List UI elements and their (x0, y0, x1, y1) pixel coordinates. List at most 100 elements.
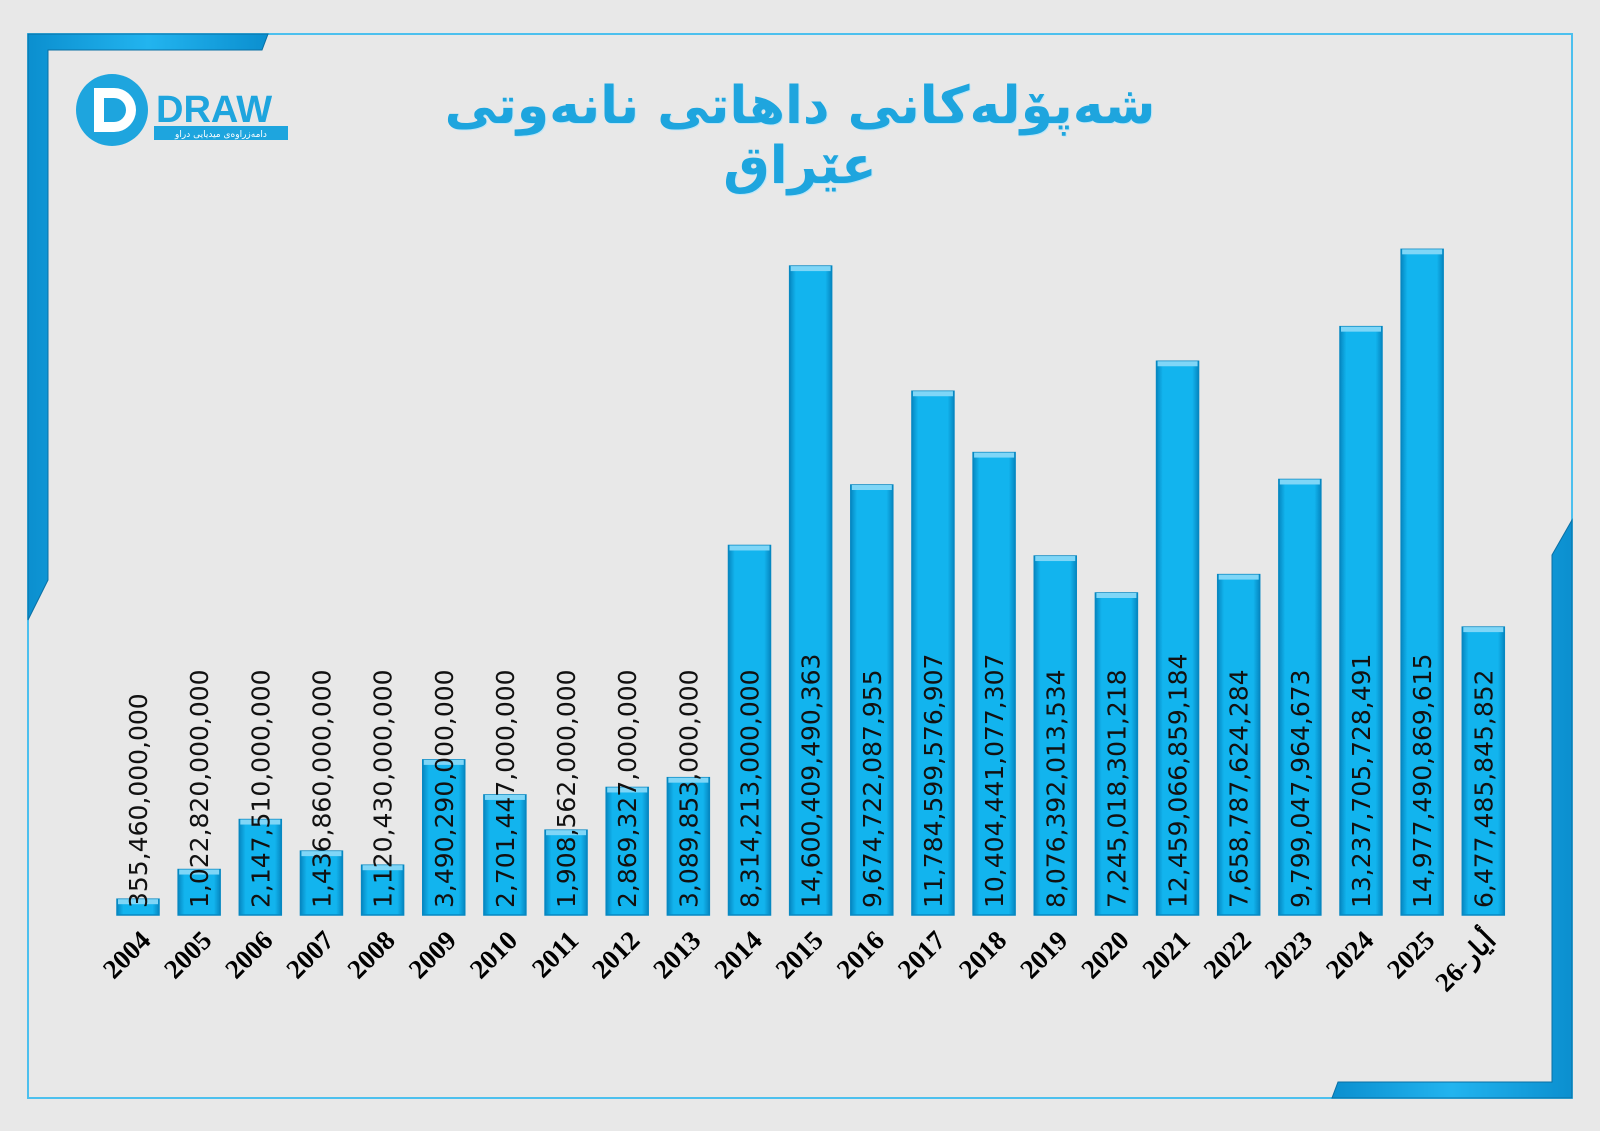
bar-rect (422, 759, 466, 916)
category-label: 2011 (526, 925, 584, 983)
bar-value-label: 2,147,510,000,000 (246, 669, 275, 908)
bar-rect (972, 451, 1016, 916)
category-label: أيار-26 (1427, 923, 1503, 999)
bar-highlight (1096, 592, 1137, 598)
bar-highlight (1218, 574, 1259, 580)
bar-value-label: 8,314,213,000,000 (736, 669, 765, 908)
bar-rect (1033, 555, 1077, 916)
bar-highlight (729, 545, 770, 551)
bar-2014 (727, 544, 772, 916)
bar-2024 (1339, 325, 1383, 916)
bar-highlight (1157, 361, 1198, 367)
bar-2019 (1033, 555, 1077, 916)
bar-highlight (240, 819, 281, 825)
bar-rect (788, 265, 833, 916)
bar-value-label: 11,784,599,576,907 (919, 654, 948, 908)
bar-value-label: 14,600,409,490,363 (797, 654, 826, 908)
bar-2023 (1278, 478, 1322, 916)
bar-value-label: 2,701,447,000,000 (491, 669, 520, 908)
bar-rect (605, 786, 649, 916)
bar-rect (727, 544, 772, 916)
bar-2025 (1400, 248, 1444, 916)
logo-wordmark: DRAW (156, 89, 272, 131)
draw-logo: DRAW دامەزراوەی میدیایی دراو (76, 74, 288, 146)
bar-value-label: 1,022,820,000,000 (185, 669, 214, 908)
bar-2020 (1094, 592, 1139, 916)
corner-bracket-bottom-right (1331, 518, 1573, 1099)
category-label: 2008 (341, 925, 400, 984)
category-label: 2006 (219, 925, 278, 984)
bar-highlight (607, 787, 648, 793)
category-label: 2010 (464, 925, 523, 984)
bar-value-label: 6,477,485,845,852 (1469, 669, 1498, 908)
bar-value-label: 355,460,000,000 (124, 693, 153, 908)
bar-value-label: 7,658,787,624,284 (1225, 669, 1254, 908)
bar-value-label: 3,490,290,000,000 (430, 669, 459, 908)
category-label: 2009 (403, 925, 462, 984)
bar-2004 (116, 898, 160, 916)
bar-highlight (912, 391, 953, 397)
bar-value-label: 8,076,392,013,534 (1041, 669, 1070, 908)
category-label: 2023 (1259, 925, 1318, 984)
bar-rect (850, 484, 894, 916)
bar-highlight (1341, 326, 1381, 332)
category-label: 2005 (158, 925, 217, 984)
page-title: شەپۆلەکانی داهاتی نانەوتی عێراق (444, 76, 1156, 196)
bar-2011 (544, 829, 588, 916)
logo-tagline: دامەزراوەی میدیایی دراو (174, 130, 267, 140)
bar-2021 (1155, 360, 1200, 916)
bar-value-label: 1,120,430,000,000 (369, 669, 398, 908)
bar-value-label: 9,674,722,087,955 (858, 669, 887, 908)
bar-highlight (179, 869, 220, 875)
bar-rect (1094, 592, 1139, 916)
bar-highlight (118, 899, 158, 905)
bar-rect (1278, 478, 1322, 916)
bar-value-label: 3,089,853,000,000 (674, 669, 703, 908)
bar-highlight (362, 865, 403, 871)
bar-value-label: 2,869,327,000,000 (613, 669, 642, 908)
bar-highlight (1035, 556, 1076, 562)
bar-أيار-26 (1461, 626, 1506, 916)
category-label: 2004 (97, 925, 156, 984)
category-label: 2014 (708, 925, 767, 984)
category-label: 2019 (1014, 925, 1073, 984)
bar-rect (238, 818, 283, 916)
bar-highlight (301, 851, 342, 857)
category-label: 2022 (1198, 925, 1257, 984)
corner-bracket-top-left (27, 33, 269, 621)
bar-2016 (850, 484, 894, 916)
bar-highlight (546, 830, 587, 836)
bar-rect (299, 850, 344, 916)
bar-highlight (484, 794, 525, 800)
bar-2017 (911, 390, 955, 916)
bar-rect (1461, 626, 1506, 916)
bar-2005 (177, 868, 221, 916)
bar-2012 (605, 786, 649, 916)
bar-highlight (790, 266, 831, 272)
category-label: 2017 (892, 925, 951, 984)
bar-value-label: 9,799,047,964,673 (1286, 669, 1315, 908)
bar-value-label: 10,404,441,077,307 (980, 654, 1009, 908)
bar-highlight (851, 485, 892, 491)
category-label: 2015 (769, 925, 828, 984)
category-label: 2024 (1320, 925, 1379, 984)
bar-rect (483, 794, 527, 916)
category-label: 2016 (831, 925, 890, 984)
bar-2015 (788, 265, 833, 916)
bar-2013 (666, 776, 711, 916)
bar-value-label: 13,237,705,728,491 (1347, 654, 1376, 908)
bar-2006 (238, 818, 283, 916)
bar-value-label: 14,977,490,869,615 (1408, 654, 1437, 908)
bar-rect (666, 776, 711, 916)
bar-2018 (972, 451, 1016, 916)
bar-rect (1339, 325, 1383, 916)
bar-rect (1155, 360, 1200, 916)
bar-highlight (1402, 249, 1443, 255)
bar-rect (177, 868, 221, 916)
bar-2022 (1216, 573, 1261, 916)
bar-highlight (668, 777, 709, 783)
bar-value-label: 7,245,018,301,218 (1102, 669, 1131, 908)
